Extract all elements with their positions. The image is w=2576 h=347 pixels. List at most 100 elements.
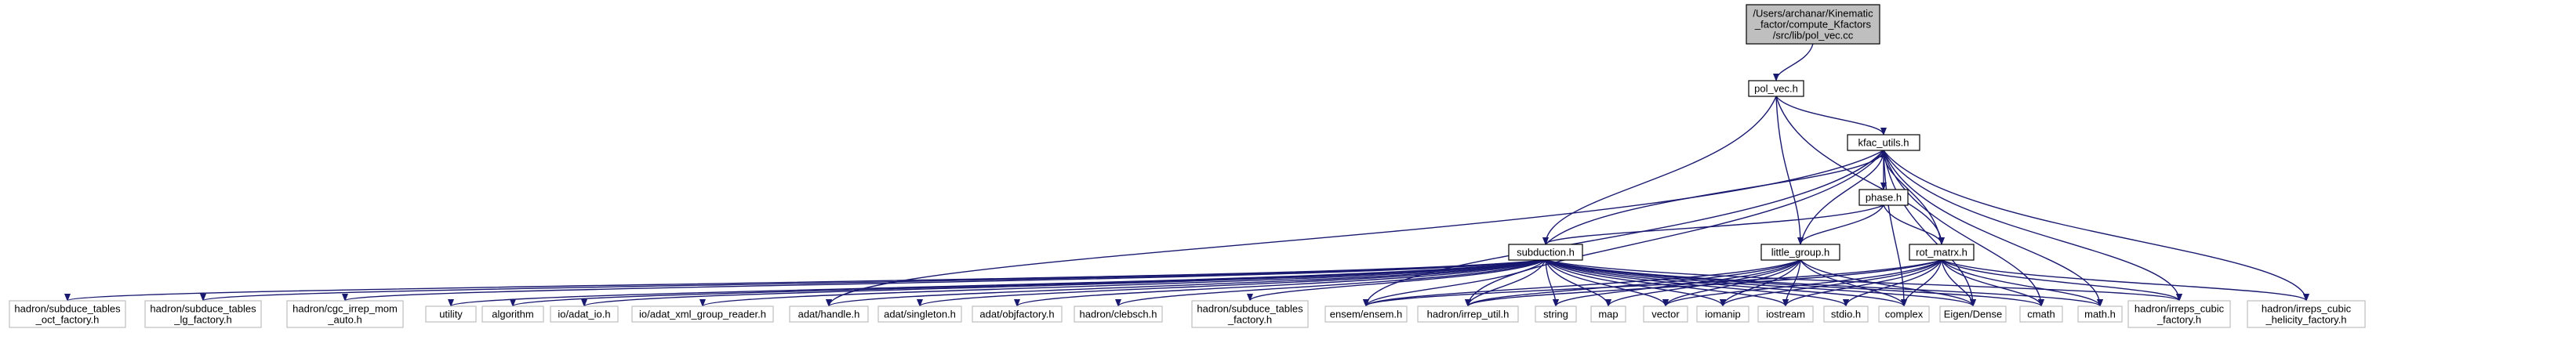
node-box: [2127, 300, 2231, 328]
node-label: iomanip: [1705, 309, 1741, 320]
edge-group: [1553, 259, 1801, 307]
node-label: subduction.h: [1517, 247, 1575, 258]
node-subduction[interactable]: subduction.h: [1508, 244, 1583, 261]
edge-little_group-to-kfac_utils: [1800, 150, 1887, 245]
node-box: [1858, 189, 1909, 206]
edge-group: [64, 259, 1546, 302]
node-ensem[interactable]: ensem/ensem.h: [1324, 305, 1408, 323]
edge-rot_matrx-to-irreps_cubic: [1941, 259, 2182, 302]
node-box: [1823, 305, 1869, 323]
edge-group: [1800, 259, 1976, 307]
node-iostream[interactable]: iostream: [1757, 305, 1814, 323]
node-label: little_group.h: [1771, 247, 1829, 258]
node-singleton[interactable]: adat/singleton.h: [877, 305, 962, 323]
node-st_factory[interactable]: hadron/subduce_tables_factory.h: [1191, 300, 1309, 328]
node-clebsch[interactable]: hadron/clebsch.h: [1074, 305, 1163, 323]
node-label: string: [1543, 309, 1568, 320]
edge-subduction-to-adat_io: [581, 259, 1546, 307]
edge-group: [826, 259, 1546, 307]
node-label: _lg_factory.h: [173, 314, 231, 326]
node-label: ensem/ensem.h: [1330, 309, 1403, 320]
edge-group: [1941, 259, 1976, 307]
node-little_group[interactable]: little_group.h: [1760, 244, 1840, 261]
node-label: /src/lib/pol_vec.cc: [1773, 30, 1854, 42]
node-irrep_util[interactable]: hadron/irrep_util.h: [1417, 305, 1519, 323]
node-handle[interactable]: adat/handle.h: [789, 305, 869, 323]
node-label: complex: [1885, 309, 1924, 320]
node-label: adat/objfactory.h: [979, 309, 1054, 320]
edge-subduction-to-string: [1545, 259, 1559, 307]
node-irreps_cubic[interactable]: hadron/irreps_cubic_factory.h: [2127, 300, 2231, 328]
node-eigen[interactable]: Eigen/Dense: [1939, 305, 2007, 323]
node-objfactory[interactable]: adat/objfactory.h: [972, 305, 1063, 323]
node-algorithm[interactable]: algorithm: [481, 305, 544, 323]
node-iomanip[interactable]: iomanip: [1696, 305, 1749, 323]
edge-rot_matrx-to-mathh: [1941, 259, 2103, 307]
node-stdio[interactable]: stdio.h: [1823, 305, 1869, 323]
edge-group: [1901, 259, 1942, 307]
node-adat_io[interactable]: io/adat_io.h: [550, 305, 619, 323]
node-map[interactable]: map: [1590, 305, 1626, 323]
node-box: [1939, 305, 2007, 323]
node-label: hadron/clebsch.h: [1079, 309, 1157, 320]
edge-group: [1542, 96, 1777, 245]
node-mathh[interactable]: math.h: [2077, 305, 2123, 323]
edge-group: [1605, 259, 1801, 307]
edge-group: [1775, 96, 1804, 245]
node-cgc_irrep[interactable]: hadron/cgc_irrep_mom_auto.h: [286, 300, 404, 328]
edge-group: [1782, 259, 1942, 307]
node-box: [972, 305, 1063, 323]
node-root[interactable]: /Users/archanar/Kinematic_factor/compute…: [1746, 4, 1880, 45]
edge-rot_matrx-to-irreps_hel: [1941, 259, 2309, 302]
edge-rot_matrx-to-kfac_utils: [1880, 150, 1942, 245]
edge-rot_matrx-to-iomanip: [1720, 259, 1942, 307]
node-rot_matrx[interactable]: rot_matrx.h: [1909, 244, 1975, 261]
edge-phase-to-subduction: [1542, 204, 1884, 245]
edge-group: [1465, 259, 1942, 307]
edge-rot_matrx-to-cmath: [1941, 259, 2044, 307]
edge-group: [1883, 150, 2103, 307]
node-string[interactable]: string: [1535, 305, 1577, 323]
node-cmath[interactable]: cmath: [2019, 305, 2063, 323]
node-box: [877, 305, 962, 323]
edge-rot_matrx-to-iostream: [1782, 259, 1942, 307]
node-complex[interactable]: complex: [1878, 305, 1930, 323]
node-xml_reader[interactable]: io/adat_xml_group_reader.h: [631, 305, 774, 323]
node-label: hadron/subduce_tables: [150, 303, 256, 315]
node-irreps_hel[interactable]: hadron/irreps_cubic_helicity_factory.h: [2247, 300, 2366, 328]
edge-subduction-to-clebsch: [1115, 259, 1546, 307]
edge-group: [1363, 259, 1801, 307]
node-box: [1909, 244, 1975, 261]
node-phase[interactable]: phase.h: [1858, 189, 1909, 206]
node-label: io/adat_xml_group_reader.h: [639, 309, 766, 320]
edge-group: [581, 259, 1546, 307]
node-vector[interactable]: vector: [1643, 305, 1688, 323]
node-lg_factory[interactable]: hadron/subduce_tables_lg_factory.h: [144, 300, 262, 328]
node-box: [631, 305, 774, 323]
node-label: hadron/subduce_tables: [1197, 303, 1303, 315]
edge-subduction-to-handle: [826, 259, 1546, 307]
edge-subduction-to-singleton: [917, 259, 1546, 307]
edge-little_group-to-string: [1553, 259, 1801, 307]
node-kfac_utils[interactable]: kfac_utils.h: [1847, 134, 1920, 151]
node-box: [1508, 244, 1583, 261]
edge-group: [1775, 96, 1887, 136]
node-label: algorithm: [492, 309, 533, 320]
node-oct_factory[interactable]: hadron/subduce_tables_oct_factory.h: [9, 300, 126, 328]
node-pol_vec[interactable]: pol_vec.h: [1748, 80, 1804, 97]
node-label: adat/singleton.h: [884, 309, 956, 320]
edge-group: [1797, 204, 1884, 245]
edge-group: [1720, 259, 1942, 307]
node-label: utility: [439, 309, 463, 320]
edge-group: [1363, 150, 1884, 307]
node-label: stdio.h: [1831, 309, 1861, 320]
node-label: /Users/archanar/Kinematic: [1753, 8, 1873, 20]
edge-group: [699, 259, 1546, 307]
node-utility[interactable]: utility: [425, 305, 477, 323]
node-label: io/adat_io.h: [558, 309, 610, 320]
edge-group: [1883, 150, 2044, 307]
edge-subduction-to-st_factory: [1247, 259, 1546, 302]
node-box: [550, 305, 619, 323]
node-label: kfac_utils.h: [1858, 137, 1909, 149]
